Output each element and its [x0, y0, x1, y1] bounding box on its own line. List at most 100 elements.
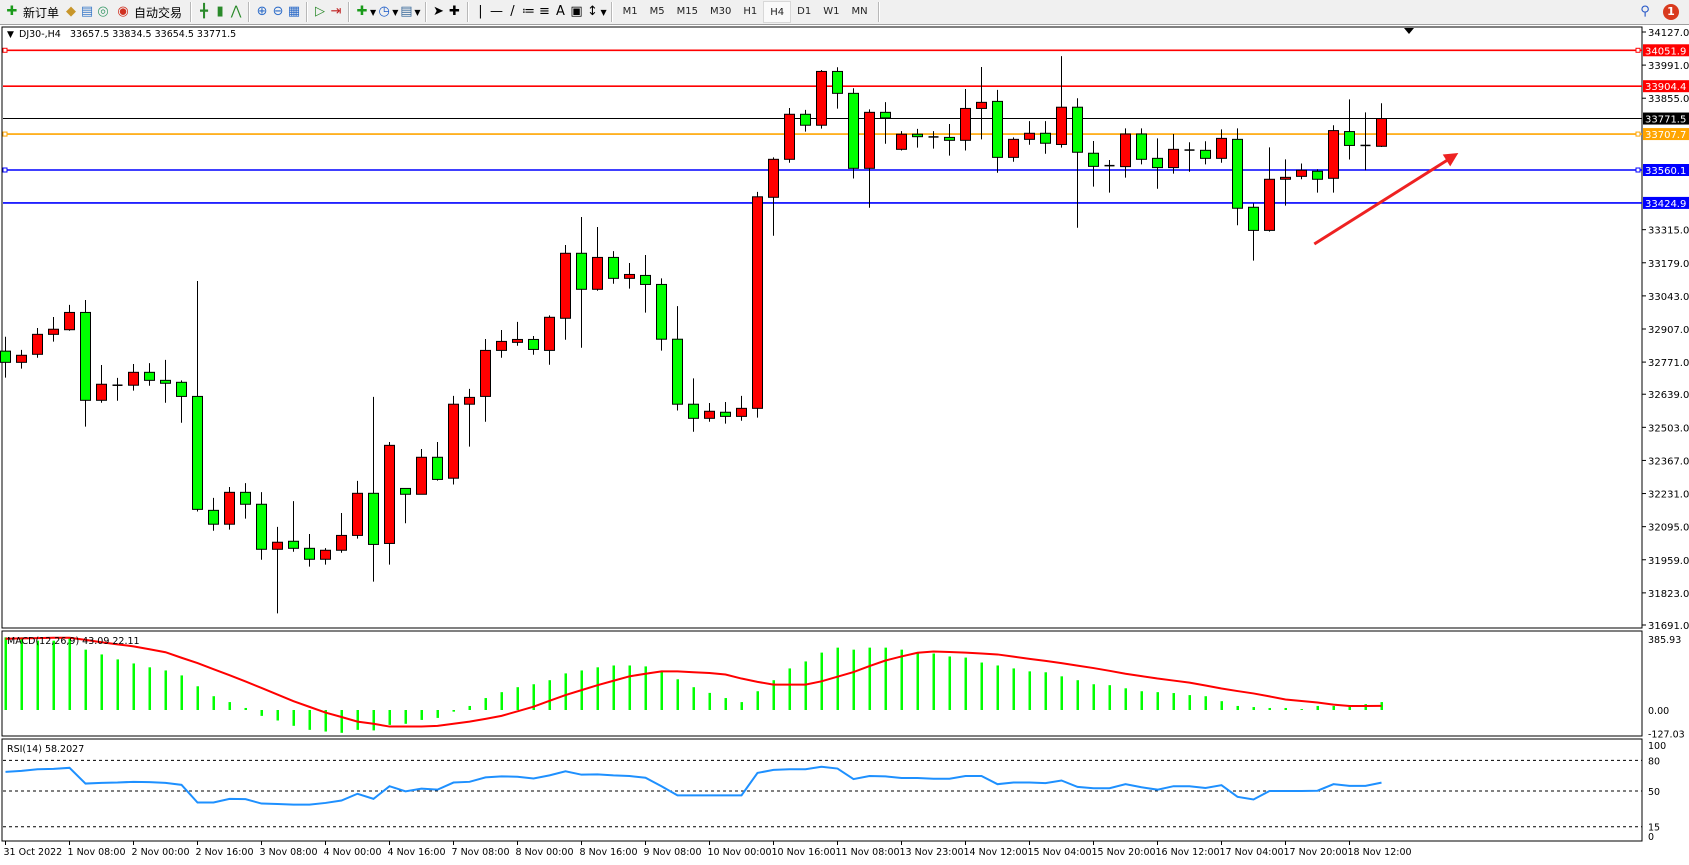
timeframe-w1[interactable]: W1	[823, 5, 840, 17]
price-line-label-bg	[1643, 164, 1689, 177]
candle	[192, 281, 203, 512]
candle-body	[576, 252, 587, 290]
candle-body	[1200, 149, 1211, 159]
zoom-out-icon[interactable]: ⊖	[272, 4, 284, 19]
timeframe-d1[interactable]: D1	[797, 5, 812, 17]
macd-histogram-bar	[228, 702, 231, 710]
toolbar-separator	[248, 2, 251, 22]
horizontal-line-icon[interactable]: —	[490, 4, 503, 19]
macd-histogram-bar	[1188, 695, 1191, 710]
macd-histogram-bar	[1300, 709, 1303, 710]
candle-body	[1296, 169, 1307, 177]
macd-histogram-bar	[948, 656, 951, 710]
new-order-button[interactable]: ✚ 新订单	[0, 1, 63, 23]
price-tick-label: 32367.0	[1648, 456, 1689, 467]
candle	[16, 349, 27, 369]
zoom-in-icon[interactable]: ⊕	[256, 4, 268, 19]
macd-histogram-bar	[68, 638, 71, 710]
text-icon[interactable]: A	[556, 4, 565, 19]
timeframe-h1[interactable]: H1	[743, 5, 758, 17]
timeframe-m1[interactable]: M1	[622, 5, 638, 17]
candle	[496, 329, 507, 358]
line-marker	[2, 131, 8, 137]
candle-body	[192, 395, 203, 510]
time-label: 4 Nov 16:00	[388, 847, 446, 858]
auto-scroll-icon[interactable]: ▷	[315, 4, 326, 19]
auto-trading-button[interactable]: ◉ 自动交易	[111, 1, 186, 23]
periods-icon[interactable]: ◷	[378, 4, 390, 19]
candle	[800, 109, 811, 132]
market-watch-icon[interactable]: ◆	[66, 4, 77, 19]
time-label: 10 Nov 16:00	[772, 847, 836, 858]
fibo-fan-icon[interactable]: ≡	[539, 4, 550, 19]
timeframe-mn[interactable]: MN	[851, 5, 868, 17]
price-tick-label: 32907.0	[1648, 325, 1689, 336]
candle	[32, 328, 43, 358]
candle	[256, 492, 267, 560]
candle	[336, 513, 347, 553]
candle	[816, 69, 827, 129]
candle	[80, 300, 91, 427]
timeframe-m5[interactable]: M5	[649, 5, 665, 17]
price-line-label: 33904.4	[1645, 82, 1686, 93]
time-label: 10 Nov 00:00	[708, 847, 772, 858]
candlestick-icon[interactable]: ▮	[216, 4, 224, 19]
line-marker	[1635, 131, 1641, 137]
bar-chart-icon[interactable]: ╋	[200, 4, 208, 19]
data-window-icon[interactable]: ▤	[80, 4, 94, 19]
macd-histogram-bar	[516, 687, 519, 710]
macd-histogram-bar	[132, 663, 135, 710]
rsi-label: RSI(14) 58.2027	[7, 744, 84, 755]
candle-body	[1120, 133, 1131, 168]
macd-histogram-bar	[916, 652, 919, 710]
fibonacci-icon[interactable]: ≔	[522, 4, 535, 19]
time-label: 1 Nov 08:00	[68, 847, 126, 858]
macd-histogram-bar	[1252, 707, 1255, 710]
crosshair-icon[interactable]: ✚	[449, 4, 460, 19]
price-tick-label: 32095.0	[1648, 523, 1689, 534]
templates-icon[interactable]: ▤	[400, 4, 413, 19]
candle-body	[912, 133, 923, 138]
tile-windows-icon[interactable]: ▦	[287, 4, 301, 19]
macd-histogram-bar	[420, 710, 423, 720]
time-label: 15 Nov 04:00	[1028, 847, 1092, 858]
toolbar-separator	[877, 2, 880, 22]
candle-body	[128, 371, 139, 386]
chart-window[interactable]: 34127.0 33991.0 33855.0 33315.0 33179.0 33043…	[0, 25, 1689, 865]
macd-histogram-bar	[692, 687, 695, 710]
candle-body	[992, 100, 1003, 158]
time-label: 4 Nov 00:00	[324, 847, 382, 858]
candle	[448, 395, 459, 485]
search-icon[interactable]: ⚲	[1640, 4, 1650, 19]
trendline-icon[interactable]: /	[510, 4, 515, 19]
cursor-icon[interactable]: ➤	[433, 4, 444, 19]
candle-body	[816, 70, 827, 126]
indicators-icon[interactable]: ✚	[356, 4, 368, 19]
toolbar: ✚ 新订单 ◆ ▤ ◎ ◉ 自动交易 ╋ ▮ ⋀ ⊕ ⊖ ▦ ▷ ⇥ ✚ ▼ ◷ ▼…	[0, 0, 1689, 25]
candle-body	[96, 383, 107, 401]
navigator-icon[interactable]: ◎	[97, 4, 109, 19]
line-chart-icon[interactable]: ⋀	[230, 4, 242, 19]
chart-shift-marker-icon	[1404, 28, 1414, 34]
candle-body	[64, 311, 75, 331]
notification-badge[interactable]: 1	[1663, 4, 1679, 20]
candle	[992, 89, 1003, 173]
macd-histogram-bar	[84, 649, 87, 710]
macd-histogram-bar	[1316, 705, 1319, 710]
candle-body	[352, 492, 363, 536]
timeframe-m15[interactable]: M15	[676, 5, 699, 17]
timeframe-m30[interactable]: M30	[710, 5, 732, 17]
candle-body	[224, 491, 235, 525]
macd-histogram-bar	[996, 665, 999, 710]
price-tick-label: 32771.0	[1648, 358, 1689, 369]
right-tools: ⚲ 1	[1637, 4, 1689, 20]
arrows-icon[interactable]: ↕	[587, 4, 598, 19]
candle-body	[896, 133, 907, 150]
macd-histogram-bar	[932, 653, 935, 710]
timeframe-h4[interactable]: H4	[763, 1, 792, 23]
chart-shift-icon[interactable]: ⇥	[330, 4, 342, 19]
vertical-line-icon[interactable]: |	[478, 4, 483, 19]
macd-histogram-bar	[212, 696, 215, 710]
text-label-icon[interactable]: ▣	[570, 4, 583, 19]
time-label: 31 Oct 2022	[4, 847, 63, 858]
